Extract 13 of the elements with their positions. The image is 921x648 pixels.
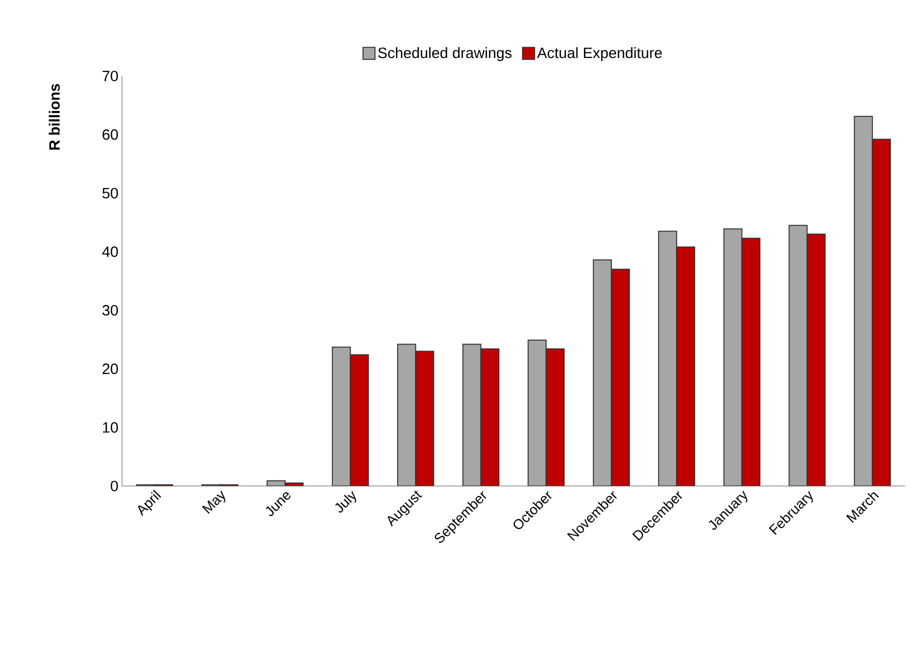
y-axis-title: R billions xyxy=(48,84,60,150)
y-tick-label: 40 xyxy=(102,246,118,257)
y-tick-label: 30 xyxy=(102,304,118,316)
y-tick-label: 50 xyxy=(102,188,118,198)
legend-label: Actual Expenditure xyxy=(537,47,662,62)
legend-label: Scheduled drawings xyxy=(378,47,512,62)
x-tick-label: July xyxy=(335,491,356,513)
x-tick-label: May xyxy=(202,490,226,514)
y-tick-label: 10 xyxy=(103,422,118,433)
y-tick-label: 20 xyxy=(102,364,118,374)
y-tick-label: 70 xyxy=(102,70,118,82)
y-tick-label: 0 xyxy=(110,480,118,492)
y-tick-label: 60 xyxy=(102,129,118,140)
